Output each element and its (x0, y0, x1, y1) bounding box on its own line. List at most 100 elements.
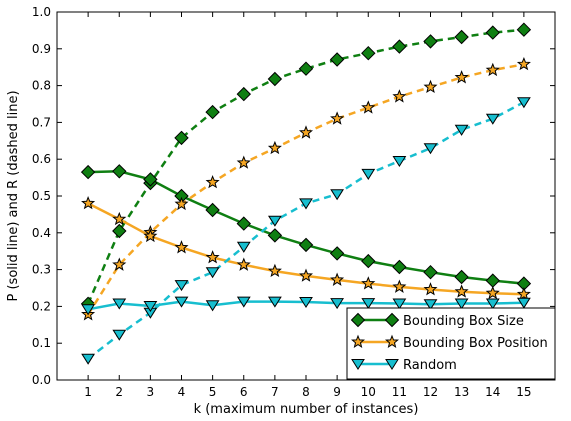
series-0-precision-point (112, 164, 127, 179)
x-axis-label: k (maximum number of instances) (194, 402, 419, 417)
series-0-recall-point (236, 86, 252, 102)
y-axis-label: P (solid line) and R (dashed line) (6, 90, 21, 301)
series-1-precision-point (81, 196, 96, 210)
legend-marker (385, 334, 399, 349)
series-2-recall-point (330, 189, 345, 201)
series-0-recall-point (329, 52, 345, 67)
series-2-precision-point (174, 296, 189, 308)
series-1-precision-point (299, 268, 313, 282)
series-1-precision-point (112, 211, 127, 226)
series-1-precision-point (236, 257, 251, 271)
series-2-precision-point (485, 298, 500, 310)
series-2-recall-point (361, 168, 376, 180)
series-1-recall-point (267, 140, 282, 155)
series-layer (80, 22, 532, 365)
legend-entry-2: Random (351, 358, 457, 373)
series-0-precision-point (454, 269, 469, 285)
series-0-recall-point (361, 45, 376, 61)
series-0-recall-point (112, 223, 127, 239)
series-1-precision-point (330, 272, 345, 286)
x-tick-label: 12 (423, 385, 438, 399)
series-0-precision-point (392, 259, 407, 275)
series-0-recall-point (267, 71, 283, 87)
y-tick-label: 0.6 (32, 152, 51, 166)
series-2-precision-point (330, 298, 345, 310)
x-tick-label: 4 (178, 385, 186, 399)
series-2-recall-point (454, 124, 469, 136)
x-tick-label: 15 (516, 385, 531, 399)
y-tick-label: 0.4 (32, 226, 51, 240)
series-0-precision-point (236, 216, 252, 231)
series-2-recall-point (267, 215, 282, 227)
series-2-precision-point (267, 296, 282, 308)
series-2 (81, 97, 531, 365)
series-2-recall-point (423, 143, 438, 155)
series-0-precision-point (361, 253, 376, 269)
series-2-precision-point (454, 298, 469, 310)
series-2-recall-point (236, 241, 251, 253)
series-0-recall-line (86, 28, 525, 305)
x-tick-label: 7 (271, 385, 279, 399)
series-2-recall-point (485, 113, 500, 125)
series-0-recall-point (392, 39, 407, 54)
series-1-recall-point (112, 257, 127, 271)
series-0-precision-point (485, 273, 501, 288)
x-tick-label: 10 (361, 385, 376, 399)
series-0-recall-point (174, 130, 189, 146)
series-1-precision-point (392, 279, 407, 293)
series-2-precision-point (392, 298, 407, 310)
series-1-precision-point (143, 228, 158, 243)
series-1-recall-point (174, 196, 189, 211)
series-2-recall-point (392, 156, 407, 168)
series-0-precision-point (80, 164, 96, 180)
x-tick-label: 1 (84, 385, 92, 399)
series-2-recall-point (81, 353, 96, 365)
x-tick-label: 13 (454, 385, 469, 399)
series-2-precision-point (299, 297, 313, 309)
series-1-precision-point (454, 284, 469, 298)
series-1-recall-point (454, 70, 469, 84)
series-1-precision-point (423, 282, 438, 296)
series-1-precision-point (174, 240, 189, 254)
y-tick-label: 0.3 (32, 263, 51, 277)
series-1-recall-point (299, 125, 313, 139)
x-tick-label: 11 (392, 385, 407, 399)
series-1 (81, 56, 531, 321)
series-1-recall-point (236, 155, 251, 169)
series-0-recall-point (485, 25, 501, 40)
series-0 (80, 22, 532, 312)
series-0-precision-point (298, 237, 314, 253)
series-0-recall-point (205, 104, 220, 120)
series-2-recall-point (516, 97, 531, 109)
ticks-layer: 1 2 3 4 5 6 7 8 9 10 11 12 13 14 150.00.10.20.30.40.50… (32, 5, 555, 399)
y-tick-label: 0.2 (32, 299, 51, 313)
legend: Bounding Box Size Bounding Box Position Ra… (346, 307, 556, 380)
y-tick-label: 0.5 (32, 189, 51, 203)
legend-label: Bounding Box Size (403, 314, 524, 329)
series-2-precision-point (361, 298, 376, 310)
x-tick-label: 9 (333, 385, 341, 399)
series-2-precision-point (81, 304, 96, 316)
series-0-precision-line (88, 170, 525, 285)
series-0-recall-point (423, 34, 438, 49)
legend-marker (350, 312, 366, 328)
series-2-recall-point (299, 198, 313, 210)
x-tick-label: 3 (147, 385, 155, 399)
series-1-precision-point (361, 276, 376, 290)
series-2-precision-point (423, 299, 438, 311)
x-tick-label: 6 (240, 385, 248, 399)
legend-marker (384, 312, 400, 328)
series-1-recall-point (361, 100, 376, 114)
legend-marker (385, 359, 399, 371)
legend-items: Bounding Box Size Bounding Box Position Ra… (350, 312, 548, 373)
series-1-recall-point (516, 56, 531, 71)
series-0-precision-point (143, 172, 158, 187)
series-0-precision-point (423, 264, 438, 280)
y-tick-label: 0.1 (32, 336, 51, 350)
series-0-recall-point (516, 22, 532, 37)
series-1-precision-point (485, 285, 500, 300)
series-1-precision-point (205, 250, 220, 264)
legend-label: Bounding Box Position (403, 336, 548, 351)
legend-entry-1: Bounding Box Position (351, 334, 548, 351)
